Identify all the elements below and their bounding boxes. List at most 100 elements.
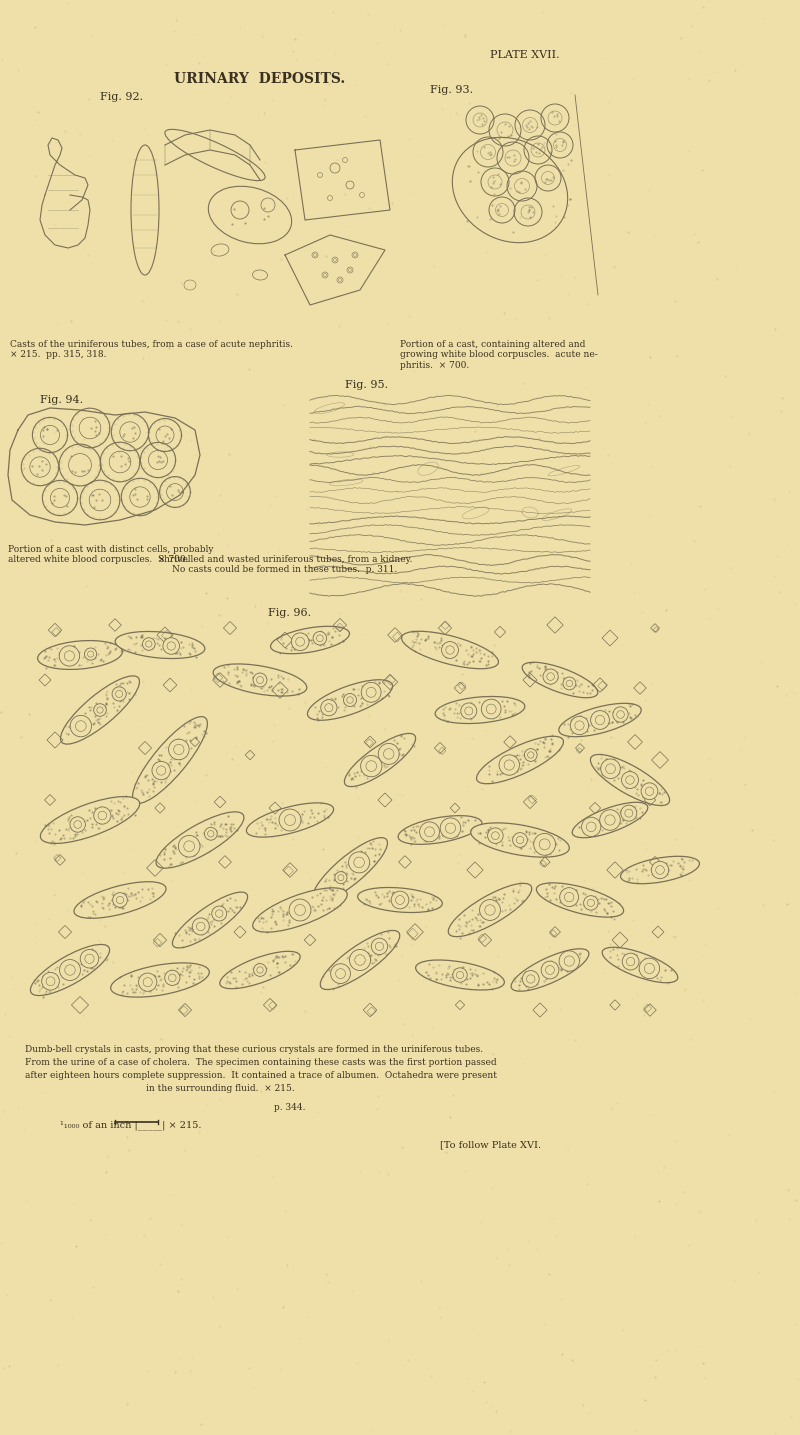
Ellipse shape [152, 762, 170, 779]
Ellipse shape [205, 828, 218, 839]
Ellipse shape [622, 953, 639, 970]
Text: From the urine of a case of cholera.  The specimen containing these casts was th: From the urine of a case of cholera. The… [25, 1058, 497, 1068]
Ellipse shape [178, 835, 200, 857]
Ellipse shape [639, 959, 660, 979]
Ellipse shape [361, 755, 382, 776]
Ellipse shape [563, 677, 576, 690]
Ellipse shape [453, 967, 467, 982]
Ellipse shape [208, 187, 292, 244]
Ellipse shape [38, 640, 122, 670]
Ellipse shape [600, 809, 620, 831]
Ellipse shape [622, 772, 638, 788]
Ellipse shape [220, 951, 300, 989]
Ellipse shape [541, 961, 559, 979]
Ellipse shape [138, 973, 157, 992]
Ellipse shape [289, 900, 311, 921]
Ellipse shape [419, 822, 439, 842]
Text: after eighteen hours complete suppression.  It contained a trace of albumen.  Oc: after eighteen hours complete suppressio… [25, 1071, 497, 1081]
Ellipse shape [641, 784, 658, 799]
Ellipse shape [470, 822, 570, 857]
Ellipse shape [350, 950, 370, 970]
Ellipse shape [601, 759, 620, 779]
Text: Shrivelled and wasted uriniferous tubes, from a kidney.
No casts could be formed: Shrivelled and wasted uriniferous tubes,… [158, 555, 412, 574]
Ellipse shape [398, 815, 482, 844]
Ellipse shape [651, 861, 669, 878]
Ellipse shape [602, 947, 678, 983]
Ellipse shape [344, 733, 416, 786]
Ellipse shape [621, 805, 637, 821]
Ellipse shape [70, 817, 86, 832]
Ellipse shape [165, 970, 180, 986]
Ellipse shape [621, 857, 699, 884]
Text: Fig. 94.: Fig. 94. [40, 395, 83, 405]
Ellipse shape [590, 710, 610, 729]
Ellipse shape [142, 637, 155, 650]
Ellipse shape [590, 755, 670, 805]
Ellipse shape [572, 802, 648, 838]
Ellipse shape [522, 970, 539, 987]
Ellipse shape [559, 951, 579, 971]
Ellipse shape [115, 631, 205, 659]
Text: [To follow Plate XVI.: [To follow Plate XVI. [440, 1139, 541, 1149]
Text: in the surrounding fluid.  × 215.: in the surrounding fluid. × 215. [146, 1083, 294, 1093]
Ellipse shape [59, 960, 81, 980]
Ellipse shape [156, 812, 244, 868]
Ellipse shape [479, 900, 501, 920]
Ellipse shape [416, 960, 504, 990]
Ellipse shape [313, 838, 387, 903]
Ellipse shape [169, 739, 189, 759]
Ellipse shape [213, 664, 307, 696]
Ellipse shape [74, 881, 166, 918]
Ellipse shape [335, 871, 347, 884]
Ellipse shape [320, 930, 400, 990]
Ellipse shape [254, 964, 266, 976]
Ellipse shape [511, 949, 589, 992]
Ellipse shape [343, 693, 357, 706]
Ellipse shape [570, 716, 589, 735]
Ellipse shape [349, 852, 370, 872]
Ellipse shape [321, 700, 337, 716]
Text: Fig. 95.: Fig. 95. [345, 380, 388, 390]
Ellipse shape [499, 755, 519, 775]
Ellipse shape [402, 631, 498, 669]
Ellipse shape [391, 891, 409, 908]
Ellipse shape [362, 683, 381, 702]
Ellipse shape [112, 687, 126, 702]
Ellipse shape [543, 669, 558, 684]
Ellipse shape [163, 637, 179, 654]
Ellipse shape [59, 646, 79, 666]
Ellipse shape [192, 918, 210, 936]
Ellipse shape [307, 680, 393, 720]
Ellipse shape [582, 817, 601, 837]
Ellipse shape [537, 883, 623, 917]
Ellipse shape [165, 129, 265, 181]
Ellipse shape [448, 884, 532, 937]
Ellipse shape [488, 828, 503, 844]
Ellipse shape [452, 138, 568, 243]
Ellipse shape [378, 743, 399, 765]
Ellipse shape [371, 938, 388, 954]
Text: ¹₁₀₀₀ of an inch |_____| × 215.: ¹₁₀₀₀ of an inch |_____| × 215. [60, 1119, 202, 1129]
Ellipse shape [253, 888, 347, 933]
Text: Dumb-bell crystals in casts, proving that these curious crystals are formed in t: Dumb-bell crystals in casts, proving tha… [25, 1045, 483, 1053]
Ellipse shape [131, 145, 159, 276]
Text: PLATE XVII.: PLATE XVII. [490, 50, 560, 60]
Ellipse shape [440, 818, 461, 838]
Ellipse shape [313, 631, 326, 646]
Text: Portion of a cast with distinct cells, probably
altered white blood corpuscles. : Portion of a cast with distinct cells, p… [8, 545, 214, 564]
Ellipse shape [253, 673, 267, 687]
Ellipse shape [80, 950, 98, 969]
Ellipse shape [559, 703, 641, 736]
Ellipse shape [94, 703, 106, 716]
Ellipse shape [477, 736, 563, 784]
Ellipse shape [584, 895, 598, 910]
Text: Fig. 96.: Fig. 96. [269, 608, 311, 618]
Ellipse shape [513, 832, 527, 848]
Ellipse shape [30, 944, 110, 996]
Ellipse shape [442, 641, 458, 659]
Ellipse shape [270, 626, 350, 654]
Ellipse shape [94, 806, 111, 824]
Ellipse shape [42, 973, 59, 990]
Ellipse shape [461, 703, 477, 719]
Ellipse shape [522, 663, 598, 697]
